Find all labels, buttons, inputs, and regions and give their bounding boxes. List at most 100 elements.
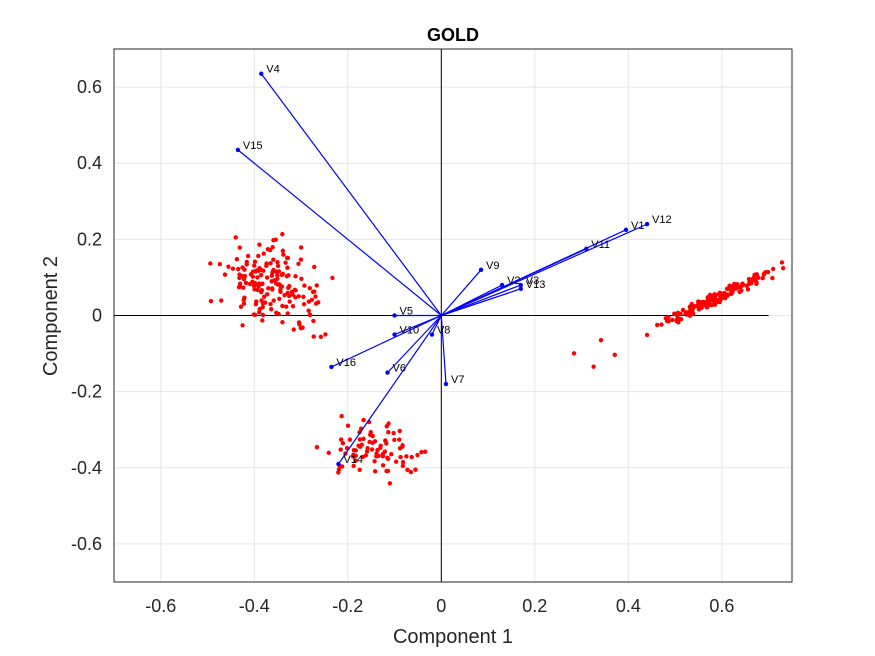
score-point [282, 293, 287, 298]
score-point [268, 261, 273, 266]
score-point [770, 266, 776, 272]
score-point [696, 307, 702, 312]
score-point [302, 283, 307, 288]
x-tick-label: -0.4 [239, 596, 270, 616]
score-point [347, 437, 353, 442]
score-point [704, 305, 710, 310]
score-point [375, 447, 380, 453]
score-point [252, 263, 257, 268]
score-point [268, 301, 273, 307]
score-point [241, 285, 246, 290]
score-point [237, 245, 243, 250]
score-point [659, 322, 664, 327]
score-point [350, 454, 356, 459]
score-point [301, 302, 307, 307]
score-point [251, 312, 256, 317]
score-point [754, 281, 759, 287]
score-point [275, 260, 280, 265]
score-point [270, 245, 275, 250]
score-point [222, 272, 228, 277]
score-point [274, 310, 279, 316]
score-point [397, 428, 402, 434]
scatter-points [208, 231, 786, 486]
score-point [254, 299, 259, 304]
score-point [281, 252, 286, 257]
score-point [367, 439, 372, 445]
score-point [737, 284, 743, 290]
vector-label-v14: V14 [343, 454, 363, 466]
vector-label-v7: V7 [451, 374, 464, 386]
score-point [359, 442, 364, 447]
score-point [284, 304, 289, 309]
score-point [598, 337, 604, 343]
score-point [287, 299, 292, 304]
vector-marker-v12 [644, 221, 650, 227]
score-point [680, 307, 686, 313]
score-point [419, 450, 424, 455]
score-point [400, 444, 405, 449]
score-point [271, 298, 276, 303]
score-point [260, 301, 266, 306]
vector-marker-v6 [385, 370, 390, 375]
score-point [676, 320, 681, 325]
score-point [761, 271, 767, 277]
x-tick-label: 0.6 [709, 596, 734, 616]
score-point [345, 423, 351, 428]
score-point [269, 307, 274, 312]
score-point [318, 334, 324, 339]
score-point [368, 429, 373, 435]
score-point [666, 315, 671, 320]
score-point [260, 312, 266, 318]
vector-label-v4: V4 [266, 64, 279, 76]
score-point [300, 325, 305, 330]
loading-vectors: V1V2V3V4V5V6V7V8V9V10V11V12V13V14V15V16 [235, 64, 672, 467]
score-point [297, 322, 302, 327]
score-point [307, 312, 313, 317]
score-point [280, 271, 286, 277]
score-point [717, 297, 722, 302]
score-point [234, 256, 240, 262]
score-point [664, 318, 670, 324]
score-point [400, 459, 406, 465]
y-tick-label: -0.2 [71, 382, 102, 402]
score-point [415, 452, 420, 458]
score-point [336, 467, 342, 472]
score-point [695, 302, 701, 308]
vector-line-v6 [387, 315, 442, 374]
score-point [369, 447, 375, 452]
x-tick-label: 0.4 [616, 596, 641, 616]
score-point [314, 445, 320, 450]
vector-line-v4 [260, 73, 442, 316]
score-point [285, 265, 290, 270]
vector-marker-v14 [336, 461, 341, 467]
score-point [266, 286, 271, 291]
score-point [770, 275, 775, 281]
score-point [270, 270, 275, 275]
vector-marker-v1 [623, 227, 629, 233]
score-point [760, 276, 765, 281]
vector-marker-v13 [518, 286, 523, 292]
score-point [725, 292, 731, 297]
score-point [309, 297, 315, 303]
score-point [277, 296, 282, 301]
score-point [351, 463, 356, 469]
score-point [361, 436, 366, 442]
vector-label-v1: V1 [631, 220, 644, 232]
x-tick-label: 0 [436, 596, 446, 616]
score-point [237, 272, 242, 277]
score-point [238, 304, 244, 309]
vector-label-v12: V12 [652, 214, 672, 226]
score-point [237, 281, 243, 286]
vector-marker-v3 [518, 282, 523, 288]
score-point [382, 449, 388, 454]
score-point [389, 451, 394, 457]
score-point [242, 267, 247, 272]
y-axis-label: Component 2 [40, 256, 62, 376]
score-point [392, 437, 397, 443]
score-point [283, 260, 288, 265]
score-point [285, 290, 290, 296]
score-point [298, 257, 304, 262]
score-point [351, 447, 357, 453]
y-tick-label: 0 [92, 306, 102, 326]
